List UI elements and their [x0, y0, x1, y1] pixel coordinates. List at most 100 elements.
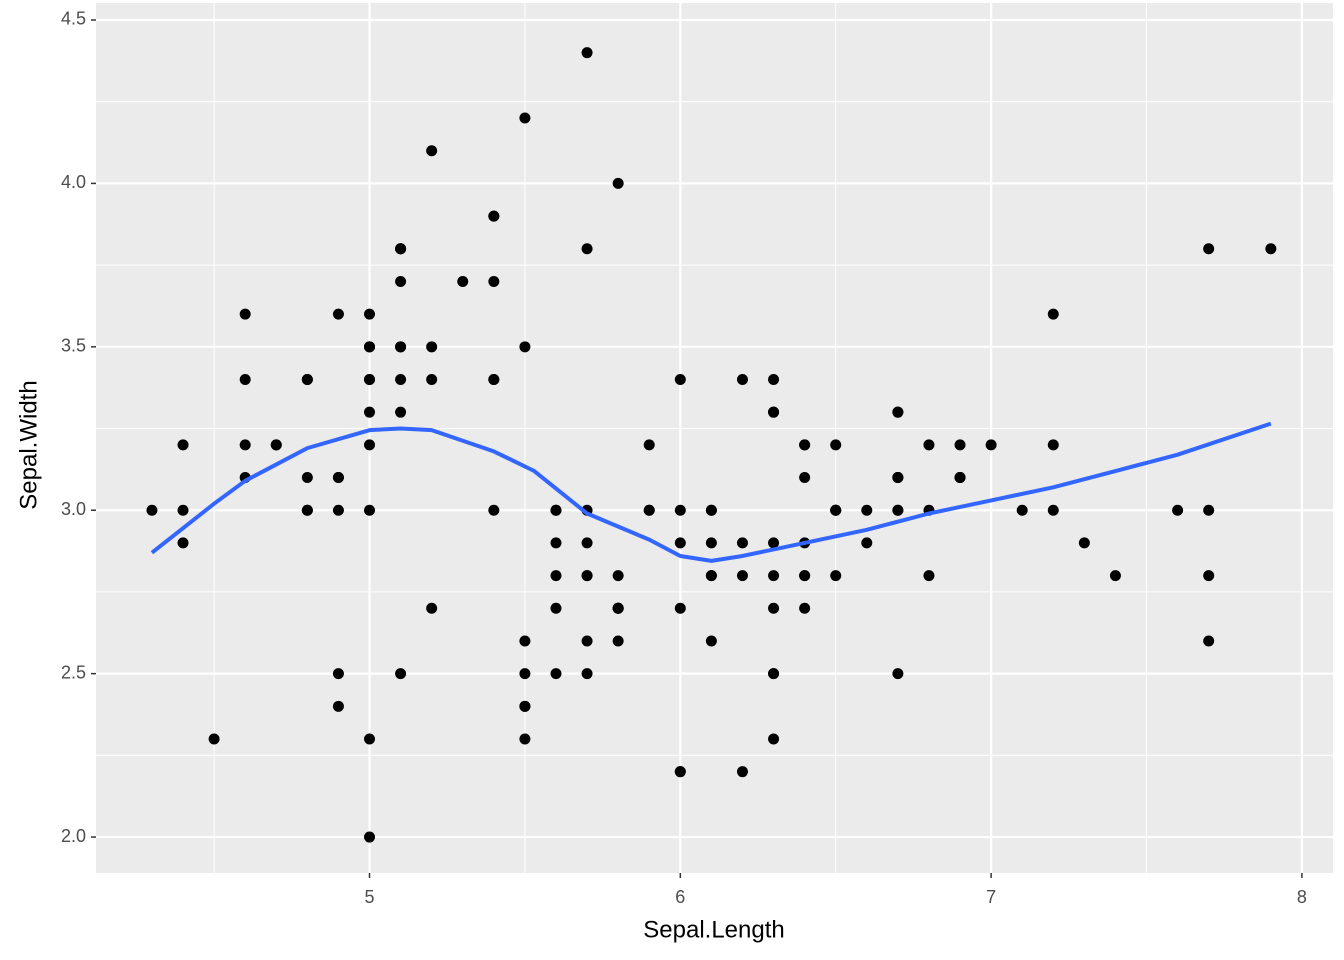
y-axis-title: Sepal.Width — [15, 380, 42, 509]
point — [923, 439, 935, 451]
point — [301, 504, 313, 516]
point — [768, 733, 780, 745]
point — [1172, 504, 1184, 516]
point — [177, 504, 189, 516]
point — [674, 766, 686, 778]
smooth-line — [150, 421, 1272, 563]
point — [364, 733, 376, 745]
point — [332, 308, 344, 320]
point — [799, 570, 811, 582]
point — [799, 472, 811, 484]
x-tick-label: 7 — [986, 887, 996, 907]
point — [861, 504, 873, 516]
y-tick-label: 4.5 — [61, 9, 86, 29]
point — [1203, 570, 1215, 582]
point — [892, 406, 904, 418]
point — [830, 439, 842, 451]
point — [426, 145, 438, 157]
point — [332, 700, 344, 712]
y-tick-label: 4.0 — [61, 172, 86, 192]
point — [581, 668, 593, 680]
point — [488, 373, 500, 385]
x-tick-label: 8 — [1297, 887, 1307, 907]
point — [519, 700, 531, 712]
point — [332, 668, 344, 680]
point — [736, 570, 748, 582]
point — [985, 439, 997, 451]
point — [1203, 243, 1215, 255]
point — [426, 341, 438, 353]
point — [488, 210, 500, 222]
point — [364, 341, 376, 353]
point — [1047, 504, 1059, 516]
point — [954, 472, 966, 484]
point — [519, 635, 531, 647]
point — [364, 831, 376, 843]
point — [892, 504, 904, 516]
grid — [96, 3, 1333, 873]
point — [395, 668, 407, 680]
point — [332, 504, 344, 516]
point — [364, 439, 376, 451]
point — [550, 504, 562, 516]
point — [581, 570, 593, 582]
point — [581, 243, 593, 255]
point — [550, 668, 562, 680]
point — [177, 537, 189, 549]
point — [457, 275, 469, 287]
point — [643, 439, 655, 451]
point — [705, 635, 717, 647]
y-tick-label: 2.0 — [61, 826, 86, 846]
point — [768, 668, 780, 680]
point — [1078, 537, 1090, 549]
point — [768, 373, 780, 385]
x-axis-title: Sepal.Length — [643, 916, 784, 943]
point — [768, 537, 780, 549]
y-tick-label: 3.0 — [61, 499, 86, 519]
marks — [146, 47, 1277, 843]
point — [1016, 504, 1028, 516]
point — [1109, 570, 1121, 582]
point — [736, 373, 748, 385]
point — [364, 308, 376, 320]
point — [799, 602, 811, 614]
point — [519, 341, 531, 353]
point — [768, 602, 780, 614]
point — [301, 373, 313, 385]
point — [612, 177, 624, 189]
point — [581, 635, 593, 647]
point — [674, 504, 686, 516]
point — [581, 47, 593, 59]
point — [861, 537, 873, 549]
point — [395, 341, 407, 353]
point — [550, 602, 562, 614]
point — [830, 570, 842, 582]
x-tick-label: 6 — [675, 887, 685, 907]
point — [395, 373, 407, 385]
point — [674, 373, 686, 385]
point — [674, 537, 686, 549]
point — [1047, 439, 1059, 451]
point — [1203, 504, 1215, 516]
y-tick-label: 3.5 — [61, 336, 86, 356]
point — [705, 537, 717, 549]
point — [892, 668, 904, 680]
point — [239, 308, 251, 320]
point — [705, 504, 717, 516]
point — [1203, 635, 1215, 647]
point — [239, 439, 251, 451]
point — [550, 537, 562, 549]
point — [830, 504, 842, 516]
point — [705, 570, 717, 582]
point — [519, 668, 531, 680]
y-tick-label: 2.5 — [61, 662, 86, 682]
point — [364, 504, 376, 516]
point — [364, 406, 376, 418]
point — [488, 504, 500, 516]
point — [301, 472, 313, 484]
point — [364, 373, 376, 385]
point — [1047, 308, 1059, 320]
point — [612, 602, 624, 614]
